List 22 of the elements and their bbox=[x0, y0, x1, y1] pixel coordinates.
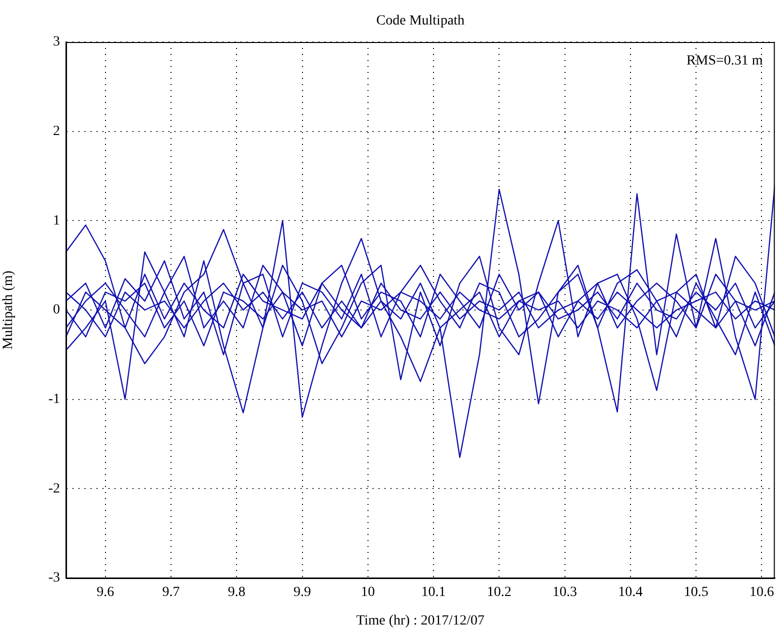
x-tick-label: 10.3 bbox=[552, 585, 578, 600]
y-axis-title: Multipath (m) bbox=[1, 270, 16, 350]
x-tick-label: 10.4 bbox=[618, 585, 643, 600]
chart-title: Code Multipath bbox=[376, 14, 465, 29]
x-tick-label: 10.5 bbox=[684, 585, 708, 600]
x-tick-label: 10.6 bbox=[749, 585, 774, 600]
x-tick-label: 10 bbox=[360, 585, 375, 600]
y-tick-label: 3 bbox=[53, 34, 60, 50]
annotation: RMS=0.31 m bbox=[686, 54, 763, 69]
x-tick-label: 10.1 bbox=[421, 585, 446, 600]
y-tick-label: -2 bbox=[48, 481, 60, 496]
x-axis-title: Time (hr) : 2017/12/07 bbox=[356, 613, 485, 628]
y-tick-label: 2 bbox=[53, 124, 60, 140]
y-tick-label: 1 bbox=[53, 213, 60, 228]
y-tick-label: -1 bbox=[48, 392, 60, 408]
x-tick-label: 9.7 bbox=[162, 585, 180, 600]
x-tick-label: 9.6 bbox=[96, 585, 114, 600]
y-tick-label: 0 bbox=[53, 302, 60, 318]
y-tick-label: -3 bbox=[48, 570, 60, 586]
x-tick-label: 9.9 bbox=[294, 585, 312, 600]
x-tick-label: 9.8 bbox=[228, 585, 246, 600]
x-tick-label: 10.2 bbox=[486, 585, 512, 600]
